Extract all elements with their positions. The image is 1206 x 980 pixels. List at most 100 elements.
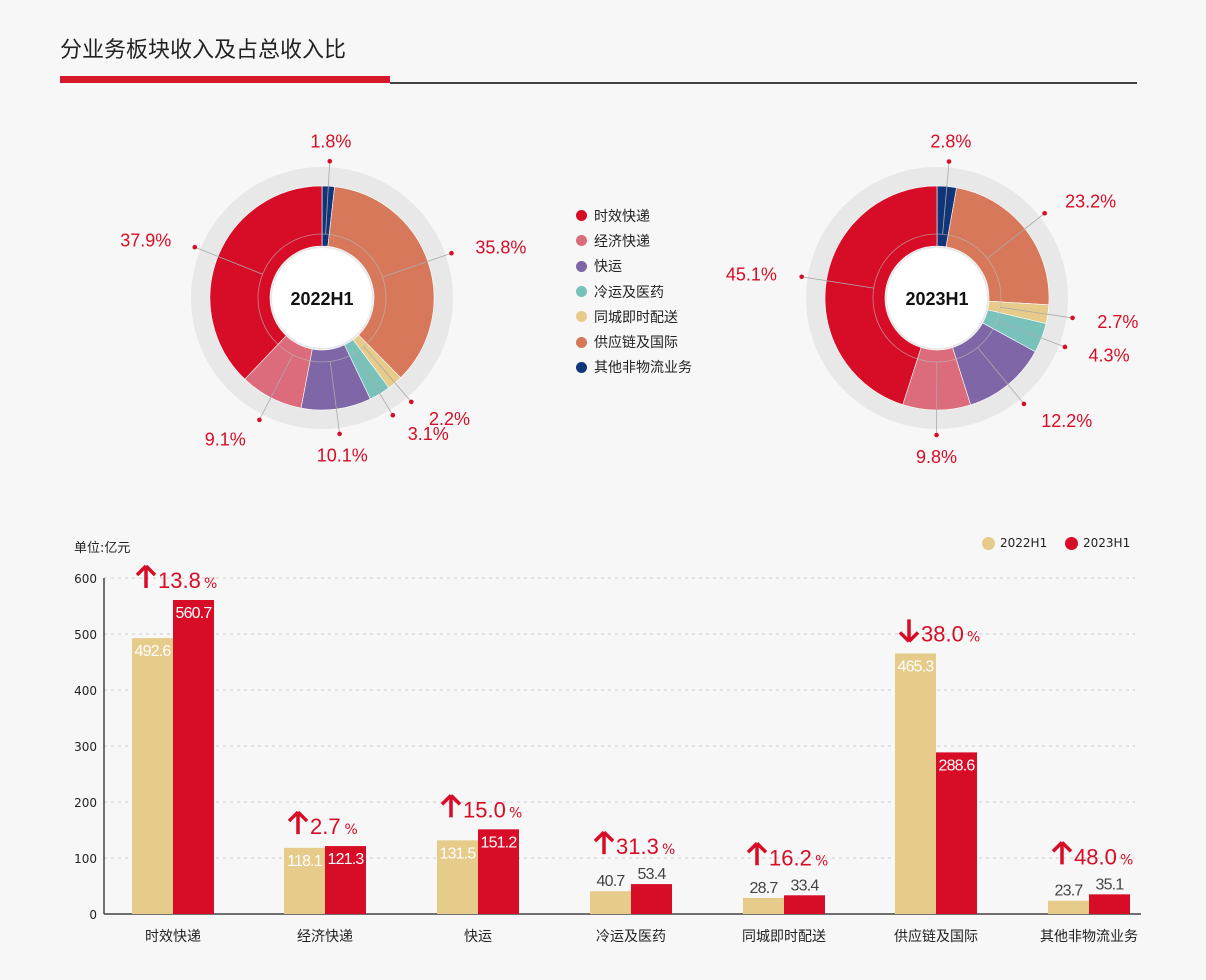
bar-value-label: 131.5 — [439, 845, 476, 862]
change-percent: % — [967, 629, 980, 645]
leader-line — [1000, 306, 1073, 319]
legend-item-other: 其他非物流业务 — [576, 355, 692, 380]
legend-dot — [576, 286, 587, 298]
page-title: 分业务板块收入及占总收入比 — [60, 38, 347, 63]
change-percent: % — [1120, 852, 1133, 868]
arrow-up-icon — [287, 810, 309, 835]
legend-dot — [576, 336, 587, 348]
bar-2023H1 — [478, 829, 519, 914]
legend-label: 2023H1 — [1083, 536, 1131, 550]
bar-2023H1 — [173, 600, 214, 914]
pie-label: 45.1% — [726, 265, 777, 285]
change-percent: % — [815, 853, 828, 869]
leader-dot — [409, 399, 414, 405]
x-category-label: 供应链及国际 — [894, 928, 978, 945]
bar-value-label: 121.3 — [327, 851, 364, 868]
pie-label: 12.2% — [1041, 411, 1092, 431]
slice-supply — [945, 187, 1050, 306]
legend-item-time: 时效快递 — [576, 203, 692, 228]
leader-line — [996, 320, 1066, 348]
change-percent: % — [662, 842, 675, 858]
bar-value-label: 23.7 — [1055, 883, 1084, 900]
leader-line — [329, 361, 340, 434]
change-value: 13.8 — [158, 568, 201, 593]
change-percent: % — [204, 576, 217, 592]
pie-label: 9.8% — [916, 447, 957, 467]
bar-value-label: 53.4 — [638, 866, 667, 883]
donut-center — [272, 248, 372, 348]
change-indicator: 15.0% — [440, 794, 522, 822]
pie-label: 2.8% — [930, 132, 971, 152]
legend-dot — [576, 260, 587, 272]
change-value: 16.2 — [769, 845, 812, 870]
bar-2022H1 — [132, 638, 173, 914]
bar-value-label: 118.1 — [287, 853, 323, 870]
slice-time — [209, 185, 323, 380]
change-value: 15.0 — [463, 797, 506, 822]
pie-label: 4.3% — [1089, 345, 1130, 365]
donut-inner-guide — [257, 233, 387, 363]
pie-label: 35.8% — [475, 237, 526, 257]
legend-item-cold: 冷运及医药 — [576, 279, 692, 304]
pie-legend: 时效快递 经济快递 快运 冷运及医药 同城即时配送 供应链及国际 其他非物流业务 — [576, 203, 692, 380]
x-category-label: 时效快递 — [145, 929, 201, 945]
change-indicator: 48.0% — [1051, 841, 1133, 869]
bar-unit-label: 单位:亿元 — [74, 541, 131, 556]
bar-2023H1 — [784, 895, 825, 914]
change-value: 48.0 — [1074, 844, 1117, 869]
legend-dot — [576, 311, 587, 323]
x-category-label: 经济快递 — [297, 929, 353, 945]
bar-value-label: 492.6 — [134, 643, 171, 660]
title-accent-bar — [60, 76, 390, 83]
donut-title: 2023H1 — [905, 289, 968, 309]
legend-dot — [576, 235, 587, 247]
change-value: 2.7 — [310, 814, 341, 839]
donut-title: 2022H1 — [290, 289, 353, 309]
bar-2022H1 — [284, 847, 325, 914]
leader-dot — [1021, 401, 1027, 407]
bar-2023H1 — [1089, 894, 1130, 914]
change-indicator: 13.8% — [135, 564, 217, 593]
leader-dot — [1070, 315, 1075, 321]
leader-dot — [257, 417, 262, 423]
bar-value-label: 151.2 — [480, 834, 517, 851]
pie-label: 2.7% — [1097, 312, 1138, 332]
leader-line — [259, 354, 294, 421]
legend-item-freight: 快运 — [576, 254, 692, 279]
donut-2023H1: 2.8% 23.2% 2.7% 4.3% 12.2% 9.8% 45.1% 2023H1 — [726, 132, 1138, 467]
arrow-up-icon — [440, 794, 462, 818]
pie-label: 1.8% — [310, 131, 351, 151]
legend-item-city: 同城即时配送 — [576, 304, 692, 329]
legend-label: 冷运及医药 — [594, 284, 664, 301]
bar-2023H1 — [325, 846, 366, 914]
leader-dot — [1062, 344, 1068, 350]
change-indicator: 16.2% — [746, 842, 828, 870]
arrow-down-icon — [898, 619, 920, 643]
legend-label: 经济快递 — [594, 233, 650, 250]
bar-2022H1 — [590, 891, 631, 914]
arrow-up-icon — [593, 830, 615, 855]
change-percent: % — [509, 805, 522, 821]
x-category-label: 快运 — [464, 929, 492, 945]
arrow-up-icon — [135, 564, 157, 589]
bar-value-label: 288.6 — [938, 757, 975, 774]
pie-label: 37.9% — [120, 230, 171, 250]
legend-dot — [982, 536, 995, 550]
arrow-up-icon — [1051, 841, 1073, 865]
slice-supply — [327, 186, 435, 379]
leader-dot — [390, 412, 396, 418]
leader-line — [325, 161, 331, 235]
leader-dot — [946, 159, 952, 164]
change-indicator: 31.3% — [593, 830, 675, 859]
donut-2022H1: 1.8% 35.8% 2.2%3.1% 10.1% 9.1% 37.9% 2022H1 — [120, 131, 526, 465]
x-category-label: 冷运及医药 — [596, 929, 666, 945]
bar-2023H1 — [631, 884, 672, 914]
y-tick-label: 0 — [89, 908, 97, 922]
legend-label: 快运 — [594, 259, 622, 276]
pie-label: 3.1% — [408, 424, 449, 444]
pie-label: 2.2% — [429, 409, 470, 429]
leader-line — [354, 352, 394, 416]
y-tick-label: 600 — [74, 572, 97, 586]
